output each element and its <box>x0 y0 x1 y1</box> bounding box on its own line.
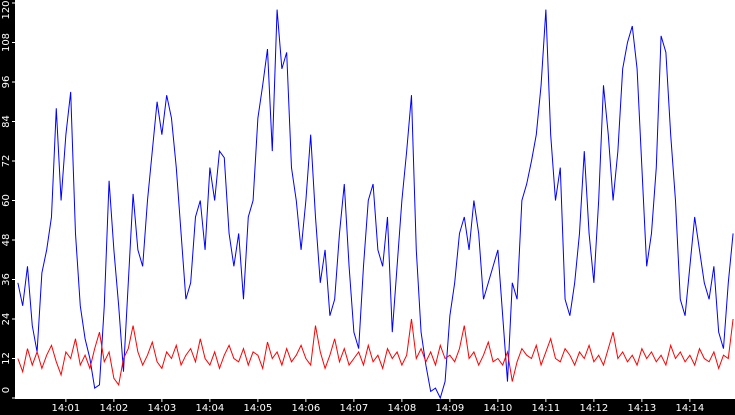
y-tick-label: 24 <box>1 313 12 326</box>
x-tick-label: 14:07 <box>339 403 368 414</box>
y-tick-label: 12 <box>1 352 12 365</box>
x-tick-label: 14:01 <box>51 403 80 414</box>
x-tick-label: 14:08 <box>387 403 416 414</box>
x-tick-label: 14:05 <box>243 403 272 414</box>
x-tick-label: 14:10 <box>483 403 512 414</box>
y-tick-label: 72 <box>1 155 12 168</box>
x-tick-label: 14:06 <box>291 403 320 414</box>
x-tick-label: 14:13 <box>627 403 656 414</box>
x-tick-label: 14:12 <box>579 403 608 414</box>
y-tick-label: 48 <box>1 234 12 247</box>
series-line <box>17 318 734 387</box>
y-tick-label: 0 <box>1 387 12 393</box>
y-tick-label: 84 <box>1 115 12 128</box>
y-tick-label: 36 <box>1 273 12 286</box>
y-axis-strip <box>0 0 15 415</box>
x-tick-label: 14:11 <box>531 403 560 414</box>
y-tick-label: 108 <box>1 33 12 52</box>
y-tick-label: 96 <box>1 76 12 89</box>
x-tick-label: 14:04 <box>195 403 224 414</box>
x-tick-label: 14:09 <box>435 403 464 414</box>
x-tick-label: 14:14 <box>675 403 704 414</box>
x-axis-strip <box>0 399 735 415</box>
x-tick-label: 14:03 <box>147 403 176 414</box>
y-tick-label: 120 <box>1 0 12 19</box>
series-line <box>17 9 734 400</box>
y-tick-label: 60 <box>1 194 12 207</box>
x-tick-label: 14:02 <box>99 403 128 414</box>
